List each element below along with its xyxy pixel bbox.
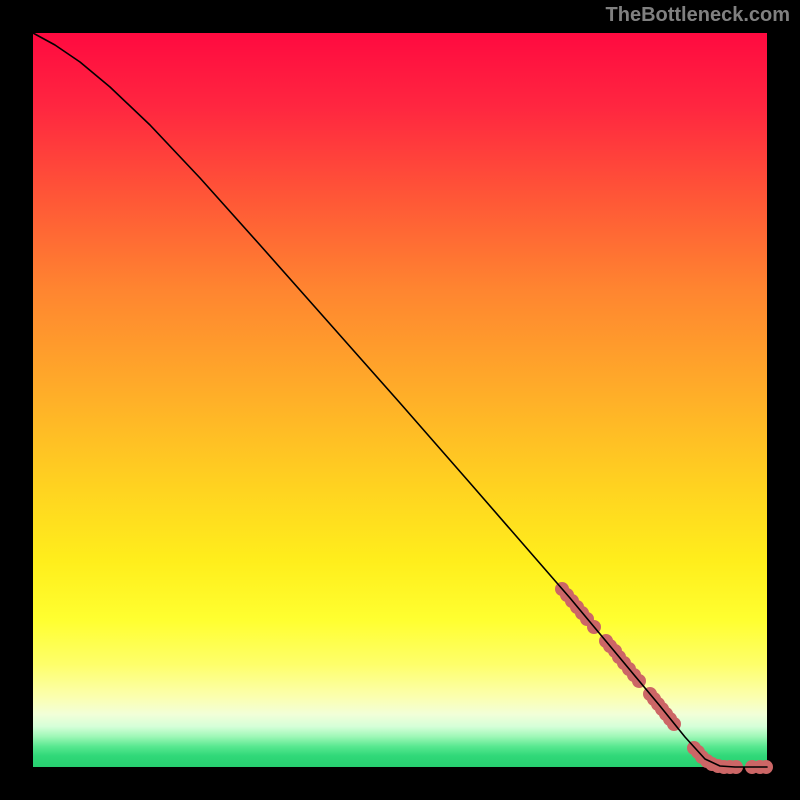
plot-area xyxy=(33,33,767,767)
data-markers xyxy=(556,583,773,774)
watermark: TheBottleneck.com xyxy=(606,4,790,27)
curve-layer xyxy=(0,0,800,800)
curve-line xyxy=(33,33,767,767)
